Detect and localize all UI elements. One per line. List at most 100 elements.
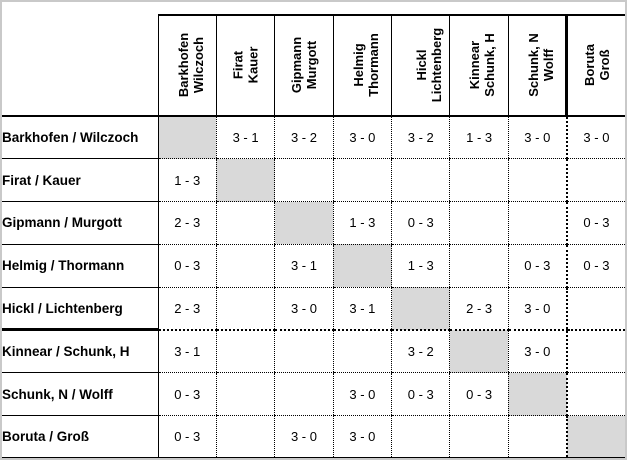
score-cell: 1 - 3 bbox=[332, 201, 392, 245]
row-header: Schunk, N / Wolff bbox=[2, 372, 159, 417]
column-header: Firat Kauer bbox=[215, 14, 275, 117]
column-header-text: Schunk, N Wolff bbox=[525, 32, 556, 97]
column-header-text: Boruta Groß bbox=[581, 43, 612, 86]
diagonal-cell bbox=[332, 244, 392, 288]
score-cell: 3 - 2 bbox=[391, 329, 450, 374]
score-cell: 3 - 0 bbox=[507, 329, 567, 374]
empty-cell bbox=[391, 415, 450, 458]
column-header-text: Gipmann Murgott bbox=[288, 36, 319, 93]
empty-cell bbox=[274, 158, 334, 203]
empty-cell bbox=[215, 244, 275, 288]
empty-cell bbox=[449, 244, 509, 288]
score-cell: 0 - 3 bbox=[565, 244, 625, 288]
score-cell: 0 - 3 bbox=[157, 372, 217, 417]
empty-cell bbox=[449, 415, 509, 458]
score-cell: 3 - 0 bbox=[274, 287, 334, 331]
score-cell: 3 - 1 bbox=[332, 287, 392, 331]
empty-cell bbox=[507, 158, 567, 203]
score-cell: 3 - 0 bbox=[507, 116, 567, 160]
score-cell: 1 - 3 bbox=[391, 244, 450, 288]
diagonal-cell bbox=[507, 372, 567, 417]
column-header: Schunk, N Wolff bbox=[507, 14, 567, 117]
column-header-row: Barkhofen Wilczoch Firat Kauer Gipmann Mur… bbox=[2, 14, 625, 117]
empty-cell bbox=[507, 415, 567, 458]
empty-cell bbox=[449, 158, 509, 203]
score-cell: 3 - 0 bbox=[332, 415, 392, 458]
row-header: Kinnear / Schunk, H bbox=[2, 329, 159, 374]
score-cell: 1 - 3 bbox=[449, 116, 509, 160]
column-header-text: Hickl Lichtenberg bbox=[414, 27, 445, 102]
column-header-text: Kinnear Schunk, H bbox=[467, 32, 498, 97]
score-cell: 3 - 0 bbox=[507, 287, 567, 331]
empty-cell bbox=[215, 415, 275, 458]
empty-cell bbox=[274, 329, 334, 374]
column-header-text: Barkhofen Wilczoch bbox=[175, 32, 206, 97]
column-header: Boruta Groß bbox=[565, 14, 625, 117]
empty-cell bbox=[565, 158, 625, 203]
column-header: Hickl Lichtenberg bbox=[391, 14, 450, 117]
score-cell: 3 - 2 bbox=[274, 116, 334, 160]
column-header: Gipmann Murgott bbox=[274, 14, 334, 117]
results-cross-table: Barkhofen Wilczoch Firat Kauer Gipmann Mur… bbox=[2, 14, 625, 458]
row-header: Firat / Kauer bbox=[2, 158, 159, 203]
table-row: Firat / Kauer 1 - 3 bbox=[2, 158, 625, 203]
score-cell: 3 - 1 bbox=[215, 116, 275, 160]
empty-cell bbox=[215, 201, 275, 245]
score-cell: 0 - 3 bbox=[391, 372, 450, 417]
empty-cell bbox=[565, 287, 625, 331]
empty-cell bbox=[507, 201, 567, 245]
score-cell: 1 - 3 bbox=[157, 158, 217, 203]
column-header-text: Helmig Thormann bbox=[350, 32, 381, 97]
column-header: Helmig Thormann bbox=[332, 14, 392, 117]
diagonal-cell bbox=[449, 329, 509, 374]
score-cell: 3 - 2 bbox=[391, 116, 450, 160]
diagonal-cell bbox=[157, 116, 217, 160]
score-cell: 0 - 3 bbox=[157, 415, 217, 458]
score-cell: 0 - 3 bbox=[565, 201, 625, 245]
row-header: Barkhofen / Wilczoch bbox=[2, 116, 159, 160]
empty-cell bbox=[449, 201, 509, 245]
score-cell: 0 - 3 bbox=[449, 372, 509, 417]
corner-cell bbox=[2, 15, 158, 117]
empty-cell bbox=[332, 158, 392, 203]
score-cell: 3 - 0 bbox=[332, 116, 392, 160]
empty-cell bbox=[391, 158, 450, 203]
score-cell: 2 - 3 bbox=[157, 287, 217, 331]
diagonal-cell bbox=[391, 287, 450, 331]
score-cell: 3 - 1 bbox=[274, 244, 334, 288]
empty-cell bbox=[215, 372, 275, 417]
score-cell: 0 - 3 bbox=[391, 201, 450, 245]
score-cell: 2 - 3 bbox=[449, 287, 509, 331]
score-cell: 3 - 0 bbox=[274, 415, 334, 458]
empty-cell bbox=[332, 329, 392, 374]
row-header: Boruta / Groß bbox=[2, 415, 159, 458]
row-header: Helmig / Thormann bbox=[2, 244, 159, 288]
row-header: Hickl / Lichtenberg bbox=[2, 287, 159, 332]
column-header: Kinnear Schunk, H bbox=[449, 14, 509, 117]
column-header-text: Firat Kauer bbox=[230, 46, 261, 83]
diagonal-cell bbox=[215, 158, 275, 203]
score-cell: 3 - 0 bbox=[565, 116, 625, 160]
empty-cell bbox=[565, 329, 625, 374]
diagonal-cell bbox=[565, 415, 625, 458]
empty-cell bbox=[215, 287, 275, 331]
empty-cell bbox=[565, 372, 625, 417]
column-header: Barkhofen Wilczoch bbox=[157, 14, 217, 117]
diagonal-cell bbox=[274, 201, 334, 245]
row-header: Gipmann / Murgott bbox=[2, 201, 159, 245]
score-cell: 0 - 3 bbox=[507, 244, 567, 288]
score-cell: 2 - 3 bbox=[157, 201, 217, 245]
empty-cell bbox=[274, 372, 334, 417]
score-cell: 3 - 0 bbox=[332, 372, 392, 417]
score-cell: 0 - 3 bbox=[157, 244, 217, 288]
empty-cell bbox=[215, 329, 275, 374]
score-cell: 3 - 1 bbox=[157, 329, 217, 374]
